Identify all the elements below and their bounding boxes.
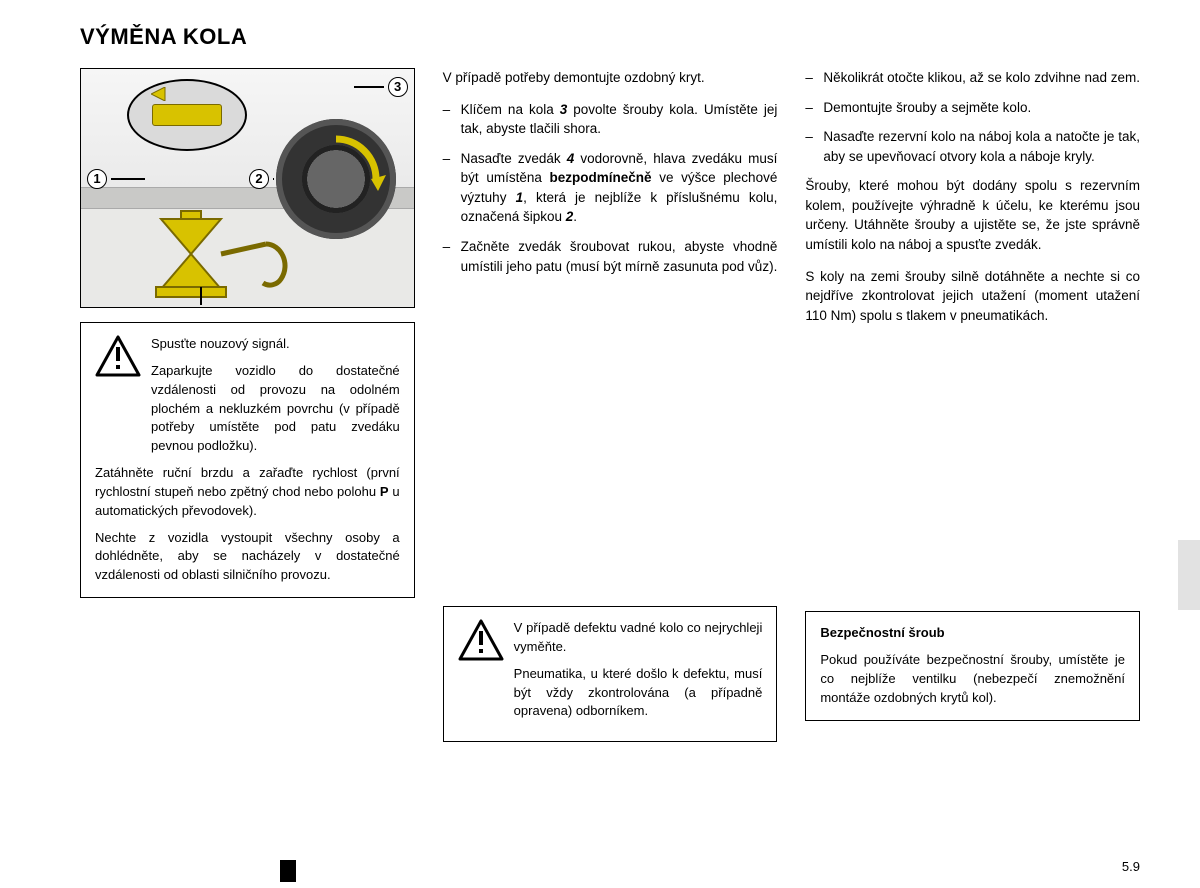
warning-icon [95,335,141,456]
footer-crop-mark [280,860,296,882]
safety-bolt-body: Pokud používáte bezpečnostní šrouby, umí… [820,651,1125,708]
col2-item-b: Nasaďte zvedák 4 vodorovně, hlava zvedák… [443,149,778,227]
section-thumb-tab [1178,540,1200,610]
jack-icon [151,209,311,308]
page: VÝMĚNA KOLA 30885 [0,0,1200,888]
inset-arrow-icon [151,87,169,101]
warning-box-2: V případě defektu vadné kolo co nejrychl… [443,606,778,742]
col2-item-c: Začněte zvedák šroubovat rukou, abyste v… [443,237,778,276]
warning-box-1: Spusťte nouzový signál. Zaparkujte vozid… [80,322,415,598]
jack-point-inset [127,79,247,151]
warning-2-p1: V případě defektu vadné kolo co nejrychl… [514,619,763,657]
callout-4: 4 [191,287,211,308]
warning-1-p2: Zaparkujte vozidlo do dostatečné vzdálen… [151,362,400,456]
warning-1-p4: Nechte z vozidla vystoupit všechny osoby… [95,529,400,586]
col3-item-c: Nasaďte rezervní kolo na náboj kola a na… [805,127,1140,166]
warning-2-p2: Pneumatika, u které došlo k defektu, mus… [514,665,763,722]
warning-1-lead: Spusťte nouzový signál. Zaparkujte vozid… [151,335,400,456]
warning-icon [458,619,504,721]
callout-1: 1 [87,169,145,189]
column-1: 30885 [80,68,415,742]
col2-item-a: Klíčem na kola 3 povolte šrouby kola. Um… [443,100,778,139]
scissor-jack [151,209,271,299]
warning-1-p3: Zatáhněte ruční brzdu a zařaďte rychlost… [95,464,400,521]
col3-p2: S koly na zemi šrouby silně dotáhněte a … [805,267,1140,326]
col3-item-a: Několikrát otočte klikou, až se kolo zdv… [805,68,1140,88]
col3-spacer [805,337,1140,597]
col2-list: Klíčem na kola 3 povolte šrouby kola. Um… [443,100,778,277]
col2-intro: V případě potřeby demontujte ozdobný kry… [443,68,778,88]
content-columns: 30885 [80,68,1140,742]
col3-list: Několikrát otočte klikou, až se kolo zdv… [805,68,1140,166]
col2-spacer [443,286,778,606]
callout-3: 3 [354,77,408,97]
column-2: V případě potřeby demontujte ozdobný kry… [443,68,778,742]
column-3: Několikrát otočte klikou, až se kolo zdv… [805,68,1140,742]
safety-bolt-title: Bezpečnostní šroub [820,624,1125,643]
warning-2-lead: V případě defektu vadné kolo co nejrychl… [514,619,763,721]
page-number: 5.9 [1122,859,1140,874]
info-box-safety-bolt: Bezpečnostní šroub Pokud používáte bezpe… [805,611,1140,720]
instruction-figure: 30885 [80,68,415,308]
jack-point-marker [152,104,222,126]
page-title: VÝMĚNA KOLA [80,24,1140,50]
warning-1-p1: Spusťte nouzový signál. [151,335,400,354]
callout-2: 2 [249,169,274,189]
col3-p1: Šrouby, které mohou být dodány spolu s r… [805,176,1140,254]
col3-item-b: Demontujte šrouby a sejměte kolo. [805,98,1140,118]
